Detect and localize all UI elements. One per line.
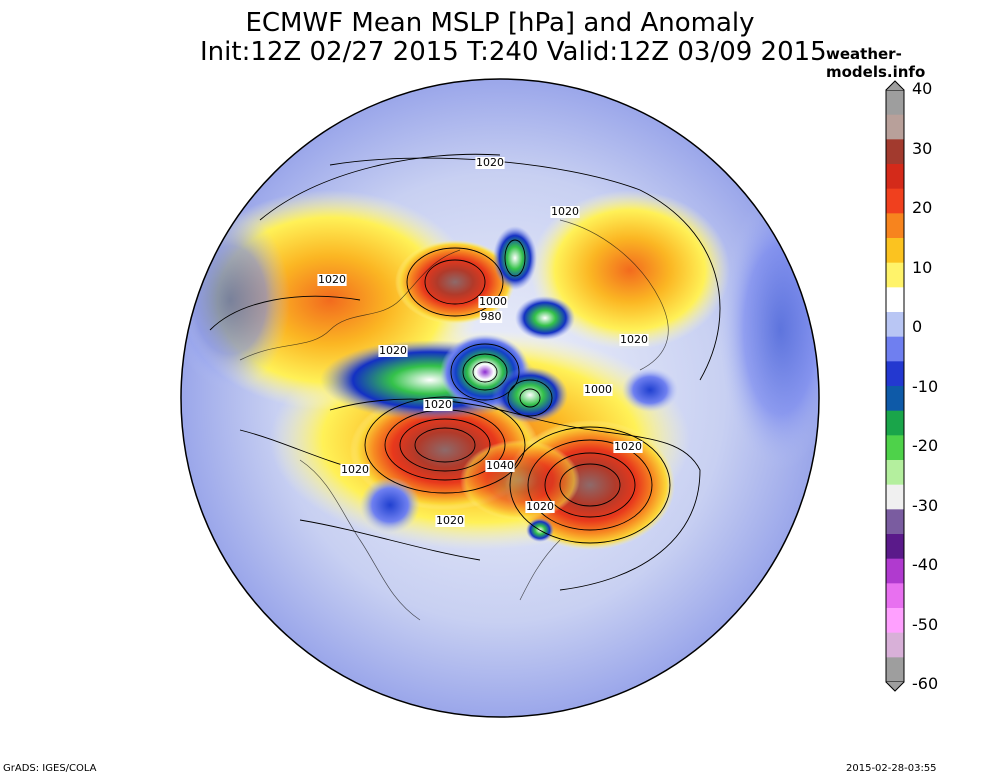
colorbar-cell	[886, 262, 904, 288]
colorbar-cell	[886, 410, 904, 436]
footer-timestamp: 2015-02-28-03:55	[846, 763, 937, 774]
colorbar-cell	[886, 336, 904, 362]
colorbar-cell	[886, 188, 904, 214]
colorbar-cell	[886, 139, 904, 165]
colorbar-cell	[886, 534, 904, 560]
colorbar-cell	[886, 386, 904, 412]
isobar-label: 1020	[619, 333, 649, 346]
anomaly-colorbar	[885, 80, 905, 692]
colorbar-cell	[886, 287, 904, 313]
colorbar-cell	[886, 608, 904, 634]
colorbar-tick-label: -60	[912, 674, 939, 693]
isobar-label: 1000	[583, 383, 613, 396]
isobar-label: 1020	[613, 440, 643, 453]
colorbar-tick-label: 40	[912, 79, 933, 98]
colorbar-cell	[886, 361, 904, 387]
map-title-line2: Init:12Z 02/27 2015 T:240 Valid:12Z 03/0…	[200, 37, 827, 67]
svg-text:980: 980	[481, 310, 502, 323]
isobar-label: 1020	[378, 344, 408, 357]
colorbar-tick-label: -30	[912, 495, 939, 515]
isobar-label: 1020	[475, 156, 505, 169]
svg-text:1000: 1000	[479, 295, 507, 308]
isobar-label: 1020	[525, 500, 555, 513]
svg-text:1020: 1020	[614, 440, 642, 453]
colorbar-cell	[886, 213, 904, 239]
colorbar-tick-label: -50	[912, 614, 939, 634]
colorbar-tick-label: 10	[912, 257, 933, 277]
colorbar-cell	[886, 312, 904, 338]
colorbar-cell	[886, 558, 904, 584]
svg-text:1020: 1020	[424, 398, 452, 411]
colorbar-cell	[886, 484, 904, 510]
isobar-label: 1020	[317, 273, 347, 286]
svg-text:1020: 1020	[476, 156, 504, 169]
colorbar-cell	[886, 90, 904, 116]
colorbar-cell	[886, 435, 904, 461]
colorbar-tick-label: -40	[912, 555, 939, 574]
colorbar-cell	[886, 657, 904, 683]
isobar-label: 980	[479, 310, 503, 323]
svg-text:1020: 1020	[551, 205, 579, 218]
isobar-label: 1020	[340, 463, 370, 476]
colorbar-arrow-bottom	[885, 681, 905, 692]
site-credit: weather-models.info	[826, 45, 926, 81]
svg-text:1020: 1020	[341, 463, 369, 476]
svg-text:1020: 1020	[620, 333, 648, 346]
footer-credit: GrADS: IGES/COLA	[3, 763, 97, 774]
colorbar-cell	[886, 460, 904, 486]
svg-text:1020: 1020	[379, 344, 407, 357]
isobar-label: 1040	[485, 459, 515, 472]
isobar-label: 1020	[435, 514, 465, 527]
colorbar-cell	[886, 164, 904, 190]
svg-text:1040: 1040	[486, 459, 514, 472]
map-title-line1: ECMWF Mean MSLP [hPa] and Anomaly	[245, 8, 755, 38]
colorbar-tick-label: 20	[912, 198, 933, 217]
colorbar-tick-label: -20	[912, 436, 939, 455]
colorbar-cell	[886, 632, 904, 658]
colorbar-cell	[886, 238, 904, 264]
colorbar-cell	[886, 583, 904, 609]
colorbar-cell	[886, 509, 904, 535]
svg-text:1020: 1020	[318, 273, 346, 286]
colorbar-tick-label: 0	[912, 317, 923, 336]
colorbar-tick-label: 30	[912, 138, 933, 158]
colorbar-arrow-top	[885, 80, 905, 91]
svg-text:1000: 1000	[584, 383, 612, 396]
isobar-label: 1020	[550, 205, 580, 218]
svg-text:1020: 1020	[526, 500, 554, 513]
svg-text:1020: 1020	[436, 514, 464, 527]
colorbar-cell	[886, 114, 904, 140]
isobar-label: 1000	[478, 295, 508, 308]
colorbar-tick-label: -10	[912, 376, 939, 396]
isobar-label: 1020	[423, 398, 453, 411]
